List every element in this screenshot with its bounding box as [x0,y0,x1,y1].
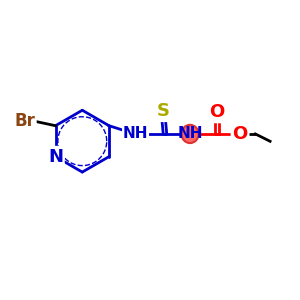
Text: O: O [209,103,225,122]
Text: NH: NH [177,127,203,142]
Text: NH: NH [123,127,148,142]
Text: Br: Br [14,112,35,130]
Text: S: S [157,102,170,120]
Ellipse shape [182,125,199,143]
Text: N: N [48,148,63,166]
Text: O: O [232,125,248,143]
